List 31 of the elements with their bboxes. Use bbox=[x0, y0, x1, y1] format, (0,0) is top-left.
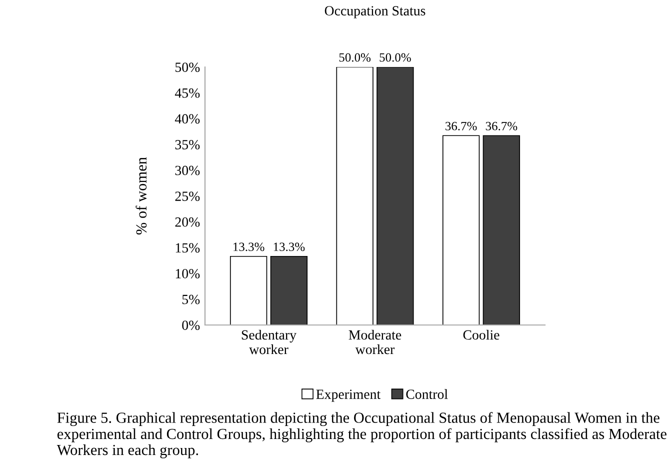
y-tick-label: 50% bbox=[175, 62, 200, 72]
y-tick-label: 15% bbox=[176, 243, 200, 253]
y-tick-label: 25% bbox=[175, 192, 200, 201]
data-label: 36.7% bbox=[446, 122, 477, 130]
y-tick-label: 45% bbox=[174, 88, 200, 98]
caption: Figure 5. Graphical representation depicting the Occupational Status of Menopausal Women in the experimental and Control Groups, highlighting the proportion of participants classified as Moderate Workers in each group. bbox=[56, 412, 666, 458]
y-tick-label: 0% bbox=[182, 320, 200, 330]
data-label: 50.0% bbox=[380, 53, 411, 62]
y-axis-title: % of women bbox=[136, 157, 147, 235]
data-label: 13.3% bbox=[274, 242, 305, 252]
y-tick-label: 5% bbox=[182, 294, 200, 304]
bar bbox=[270, 256, 308, 325]
x-tick-label: Sedentary worker bbox=[242, 330, 296, 354]
x-tick-label: Coolie bbox=[463, 330, 500, 340]
y-tick-label: 30% bbox=[175, 166, 200, 176]
y-tick-label: 35% bbox=[175, 140, 200, 150]
bar bbox=[442, 135, 480, 325]
chart-title: Occupation Status bbox=[324, 6, 426, 18]
y-tick-label: 10% bbox=[176, 268, 200, 278]
data-label: 13.3% bbox=[234, 242, 264, 252]
legend-label: Control bbox=[406, 389, 448, 399]
bar bbox=[336, 67, 374, 325]
bar bbox=[230, 256, 268, 325]
bar bbox=[482, 135, 520, 325]
data-label: 36.7% bbox=[486, 122, 518, 130]
bar bbox=[376, 67, 414, 325]
y-tick-label: 40% bbox=[174, 114, 200, 124]
legend-label: Experiment bbox=[316, 390, 381, 402]
y-tick-label: 20% bbox=[175, 217, 200, 227]
x-tick-label: Moderate worker bbox=[348, 330, 402, 354]
data-label: 50.0% bbox=[339, 53, 371, 62]
